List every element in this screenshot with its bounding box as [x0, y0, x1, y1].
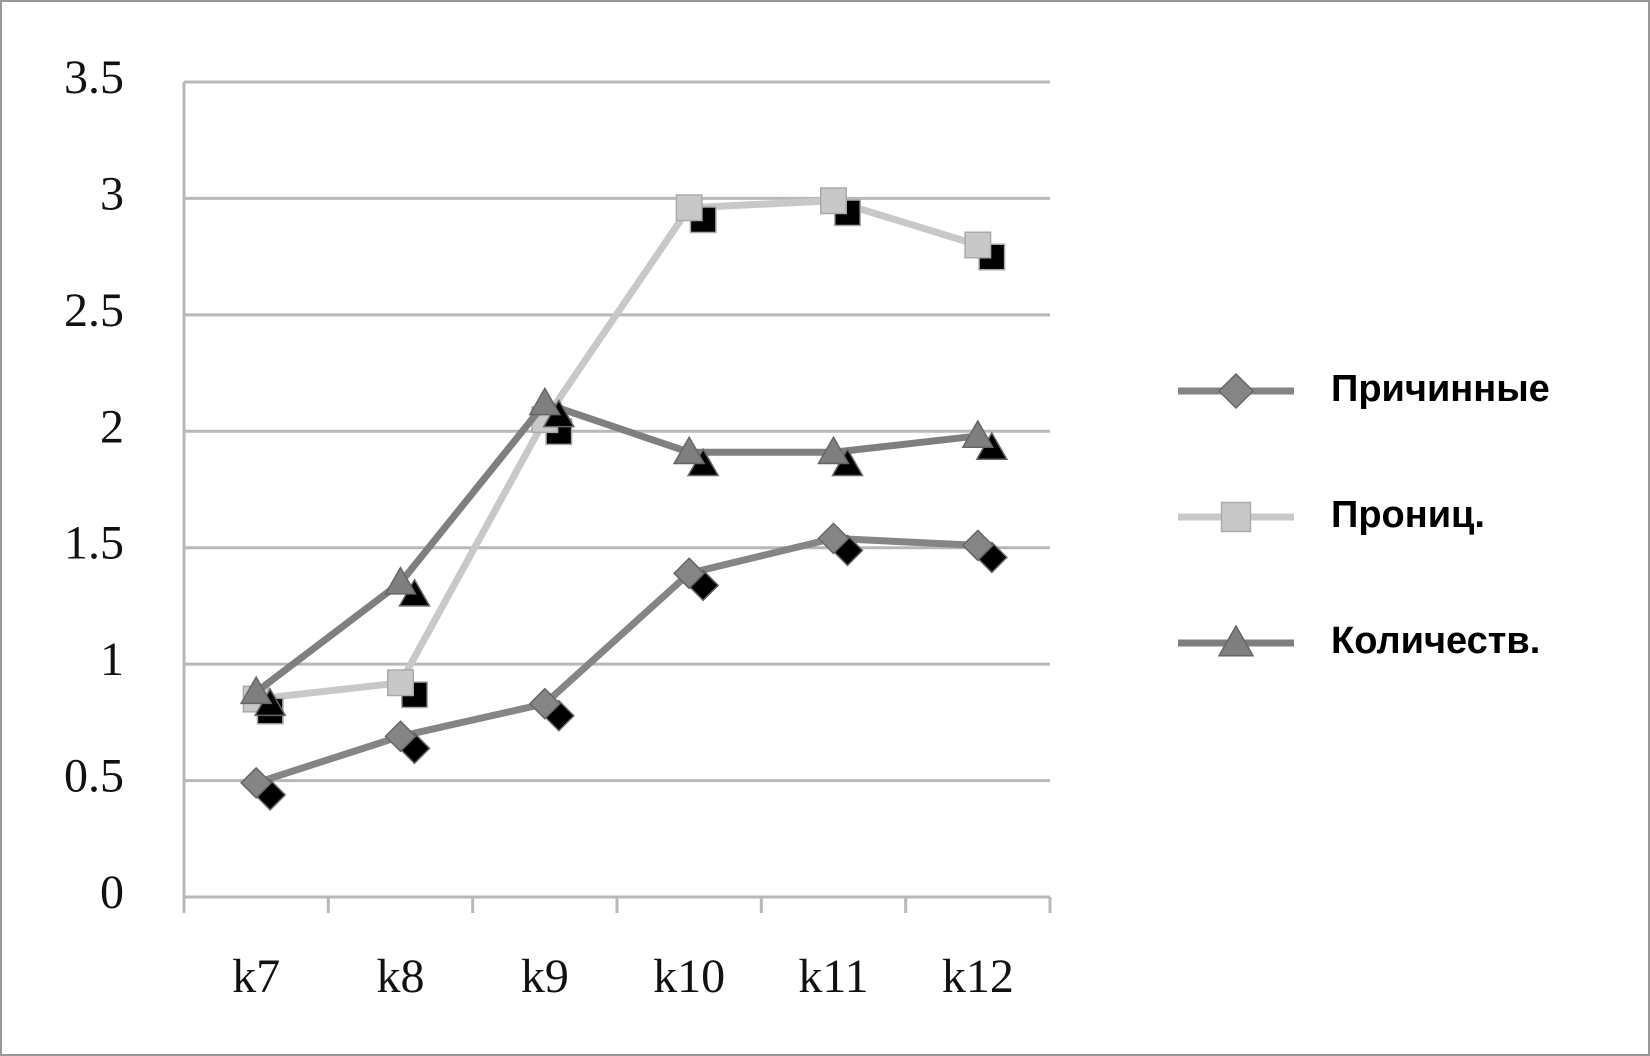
marker: [673, 557, 706, 590]
point-marker: [964, 231, 1006, 271]
legend-marker: [1217, 372, 1255, 410]
marker: [240, 766, 273, 799]
marker: [672, 435, 706, 465]
legend-label: Прониц.: [1331, 494, 1485, 536]
y-tick-label: 3.5: [64, 51, 124, 104]
x-tick-label: k10: [653, 950, 725, 1003]
y-tick-label: 0: [100, 866, 124, 919]
point-marker: [673, 557, 720, 602]
point-marker: [528, 386, 576, 428]
marker: [820, 187, 847, 215]
x-tick-label: k7: [232, 950, 280, 1003]
point-marker: [384, 566, 431, 607]
marker: [675, 194, 703, 222]
point-marker: [384, 720, 431, 765]
x-tick-label: k8: [377, 950, 425, 1003]
series-line: [254, 399, 979, 695]
marker: [961, 419, 995, 448]
legend-label: Количеств.: [1331, 620, 1540, 662]
marker: [961, 529, 994, 562]
marker: [817, 522, 850, 555]
point-marker: [675, 194, 717, 234]
y-tick-label: 2.5: [64, 284, 124, 337]
point-marker: [239, 675, 287, 717]
y-tick-label: 1.5: [64, 517, 124, 570]
y-tick-label: 3: [100, 167, 124, 220]
x-tick-label: k9: [521, 950, 569, 1003]
point-marker: [672, 435, 720, 477]
point-marker: [961, 529, 1008, 574]
marker: [384, 720, 417, 753]
point-marker: [240, 766, 287, 811]
point-marker: [528, 687, 575, 732]
marker: [384, 566, 417, 595]
x-tick-label: k11: [798, 950, 868, 1003]
marker: [817, 435, 850, 465]
point-marker: [961, 419, 1009, 460]
point-marker: [817, 435, 864, 477]
y-tick-label: 0.5: [64, 750, 124, 803]
x-tick-label: k12: [942, 950, 1014, 1003]
legend-label: Причинные: [1331, 368, 1550, 410]
marker: [964, 231, 992, 259]
marker: [528, 687, 561, 720]
marker: [239, 675, 273, 705]
point-marker: [820, 187, 861, 227]
legend-marker: [1217, 624, 1255, 657]
y-tick-label: 2: [100, 400, 124, 453]
y-tick-label: 1: [100, 633, 124, 686]
point-marker: [817, 522, 864, 567]
series-line: [255, 534, 979, 787]
point-marker: [387, 669, 428, 709]
legend-marker: [1220, 501, 1252, 533]
marker: [387, 669, 414, 697]
marker: [528, 386, 562, 416]
